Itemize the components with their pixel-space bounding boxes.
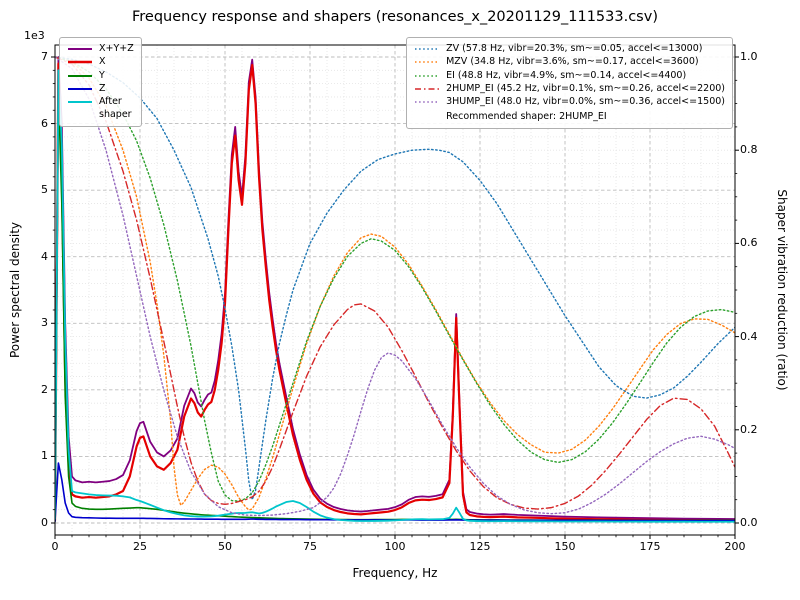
x-tick-label: 0 [51, 540, 59, 553]
legend-item: MZV (34.8 Hz, vibr=3.6%, sm~=0.17, accel… [414, 56, 725, 68]
legend-item-label: After shaper [99, 96, 132, 120]
x-tick-label: 175 [639, 540, 661, 553]
legend-item: After shaper [67, 96, 134, 121]
legend-item-label: Z [99, 83, 106, 95]
y-tick-label-left: 1 [41, 449, 48, 463]
legend-item: X [67, 56, 134, 68]
legend-line-sample [415, 101, 440, 104]
legend-item-label: X+Y+Z [99, 43, 134, 54]
legend-item-label: X [99, 56, 106, 68]
legend-line-sample [68, 61, 92, 64]
y-tick-label-right: 0.4 [740, 329, 758, 343]
legend-line-sample [415, 88, 440, 90]
x-tick-label: 50 [218, 540, 232, 553]
y-tick-label-right: 0.6 [740, 236, 758, 250]
legend-item: 3HUMP_EI (48.0 Hz, vibr=0.0%, sm~=0.36, … [414, 96, 725, 108]
x-tick-label: 125 [469, 540, 491, 553]
y-axis-label-left: Power spectral density [8, 221, 22, 359]
y-axis-offset-text: 1e3 [24, 29, 45, 42]
legend-line-sample [68, 47, 92, 51]
legend-line-sample [68, 101, 92, 104]
legend-item-label: EI (48.8 Hz, vibr=4.9%, sm~=0.14, accel<… [446, 69, 687, 81]
legend-item-label: Y [99, 69, 105, 81]
legend-item-label: MZV (34.8 Hz, vibr=3.6%, sm~=0.17, accel… [446, 56, 699, 68]
legend-item: Z [67, 83, 134, 95]
y-tick-label-left: 7 [41, 50, 48, 63]
y-tick-label-left: 2 [41, 382, 48, 396]
legend-item-label: ZV (57.8 Hz, vibr=20.3%, sm~=0.05, accel… [446, 43, 703, 54]
y-tick-label-left: 4 [41, 249, 48, 263]
y-tick-label-left: 0 [41, 516, 48, 529]
x-tick-label: 75 [303, 540, 317, 553]
legend-psd: X+Y+Z X Y Z After shaper [59, 37, 142, 128]
y-tick-label-left: 3 [41, 316, 48, 330]
y-tick-label-right: 1.0 [740, 50, 758, 63]
legend-line-sample [415, 61, 440, 64]
y-tick-label-left: 5 [41, 183, 48, 197]
legend-item: X+Y+Z [67, 43, 134, 55]
x-axis-label: Frequency, Hz [352, 566, 438, 580]
y-tick-label-left: 6 [41, 116, 48, 130]
legend-item: Y [67, 70, 134, 82]
legend-item-label: 2HUMP_EI (45.2 Hz, vibr=0.1%, sm~=0.26, … [446, 83, 725, 95]
x-tick-label: 100 [384, 540, 406, 553]
y-tick-label-right: 0.2 [740, 422, 758, 436]
y-axis-label-right: Shaper vibration reduction (ratio) [775, 189, 789, 391]
legend-line-sample [68, 88, 92, 90]
legend-line-sample [415, 74, 440, 77]
y-tick-label-right: 0.8 [740, 143, 758, 157]
chart-title: Frequency response and shapers (resonanc… [132, 9, 658, 25]
legend-item: ZV (57.8 Hz, vibr=20.3%, sm~=0.05, accel… [414, 43, 725, 55]
x-tick-label: 150 [554, 540, 576, 553]
legend-item: 2HUMP_EI (45.2 Hz, vibr=0.1%, sm~=0.26, … [414, 83, 725, 95]
legend-item: EI (48.8 Hz, vibr=4.9%, sm~=0.14, accel<… [414, 70, 725, 82]
legend-item-label: 3HUMP_EI (48.0 Hz, vibr=0.0%, sm~=0.36, … [446, 96, 725, 108]
legend-shapers: ZV (57.8 Hz, vibr=20.3%, sm~=0.05, accel… [406, 37, 733, 130]
x-tick-label: 25 [133, 540, 147, 553]
recommended-shaper-note: Recommended shaper: 2HUMP_EI [446, 110, 607, 122]
x-tick-label: 200 [724, 540, 746, 553]
legend-line-sample [415, 48, 440, 50]
legend-line-sample [68, 74, 92, 77]
y-tick-label-right: 0.0 [740, 516, 758, 529]
